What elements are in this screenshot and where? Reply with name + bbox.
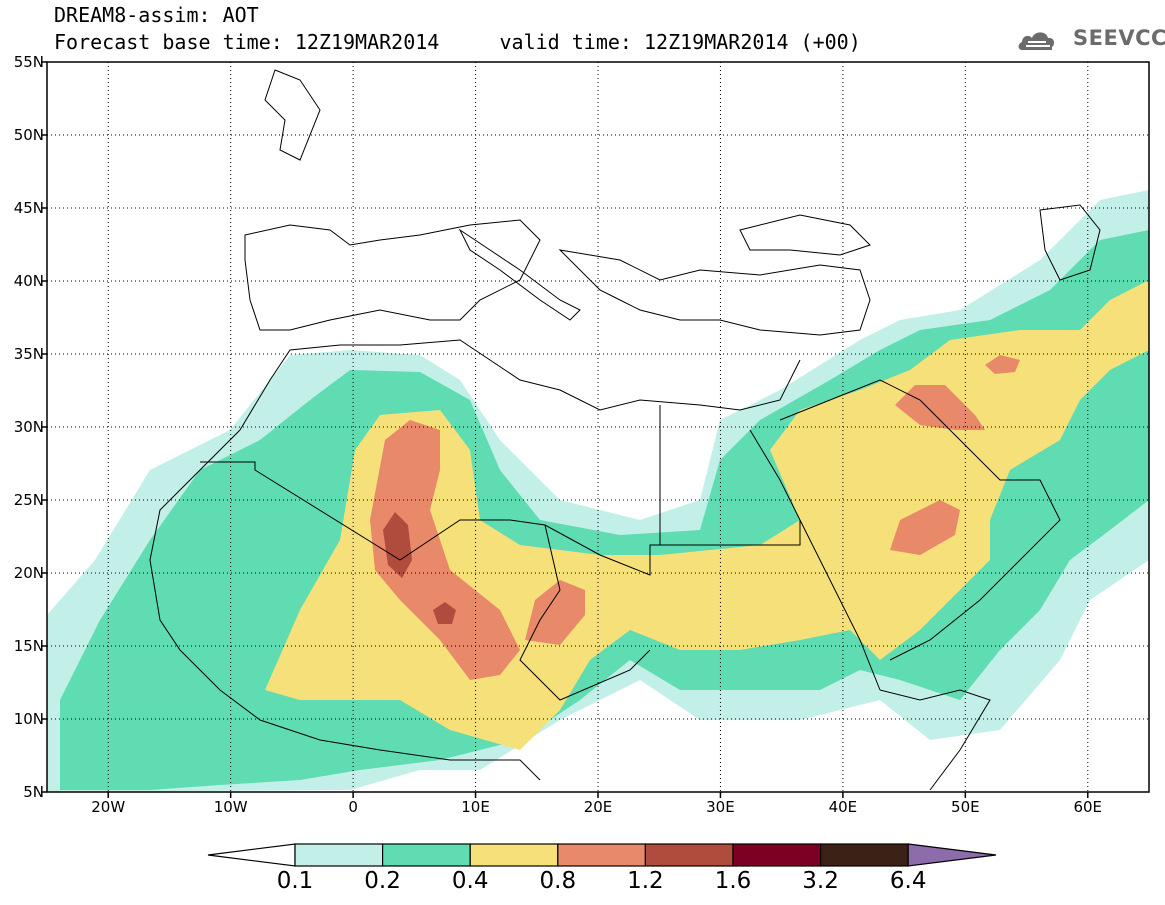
colorbar-label: 0.8 — [539, 868, 577, 894]
contour-0.8 — [370, 420, 520, 680]
coastline-horn — [879, 689, 991, 791]
lat-tick-label: 25N — [13, 491, 44, 509]
lon-tick-label: 40E — [828, 798, 858, 816]
coastline-north-africa — [239, 339, 801, 431]
forecast-times: Forecast base time: 12Z19MAR2014 valid t… — [54, 30, 861, 54]
colorbar-label: 0.1 — [276, 868, 314, 894]
lat-tick-label: 10N — [13, 710, 44, 728]
coastline-italy — [458, 228, 581, 321]
cloud-icon — [1018, 32, 1055, 50]
border-sahara — [200, 461, 801, 576]
coastline-balkans-turkey — [558, 249, 871, 336]
coastline-red-sea — [749, 429, 881, 691]
lat-tick-label: 5N — [23, 783, 44, 801]
contour-1.2 — [383, 512, 412, 578]
coastline-black-sea — [739, 214, 871, 256]
lat-tick-label: 20N — [13, 564, 44, 582]
contour-0.8 — [985, 355, 1020, 374]
lon-tick-label: 60E — [1073, 798, 1103, 816]
lat-tick-label: 15N — [13, 637, 44, 655]
colorbar-label: 0.4 — [451, 868, 489, 894]
coastline-arabia — [779, 379, 1061, 661]
lon-tick-label: 50E — [951, 798, 980, 816]
contour-0.8 — [890, 500, 960, 555]
graticule — [47, 62, 1149, 792]
colorbar-label: 1.6 — [714, 868, 752, 894]
lon-tick-label: 10W — [213, 798, 248, 816]
contour-0.8 — [895, 385, 985, 430]
lat-tick-label: 35N — [13, 345, 44, 363]
lon-tick-label: 0 — [348, 798, 358, 816]
coastline-uk — [264, 69, 321, 161]
tick-marks — [41, 61, 1089, 798]
coastline-west-africa — [149, 429, 541, 781]
colorbar-label: 1.2 — [627, 868, 664, 894]
lat-tick-label: 55N — [13, 53, 44, 71]
contour-0.8 — [525, 580, 585, 645]
colorbar-label: 3.2 — [802, 868, 839, 894]
lat-tick-label: 45N — [13, 199, 44, 217]
lon-tick-label: 20E — [583, 798, 613, 816]
lon-tick-label: 10E — [461, 798, 490, 816]
border-chad — [519, 524, 651, 701]
coastlines — [149, 69, 1101, 791]
lat-tick-label: 40N — [13, 272, 44, 290]
lat-tick-label: 30N — [13, 418, 44, 436]
chart-title: DREAM8-assim: AOT — [54, 3, 259, 27]
lon-tick-label: 20W — [91, 798, 126, 816]
colorbar-label: 0.2 — [364, 868, 401, 894]
dust-field — [47, 190, 1149, 792]
coastline-europe — [244, 219, 541, 331]
contour-1.2 — [433, 602, 456, 624]
lat-tick-label: 50N — [13, 126, 44, 144]
coastline-caspian — [1039, 204, 1101, 281]
lon-tick-label: 30E — [706, 798, 735, 816]
colorbar-label: 6.4 — [889, 868, 927, 894]
logo-text: SEEVCCC — [1073, 26, 1165, 50]
